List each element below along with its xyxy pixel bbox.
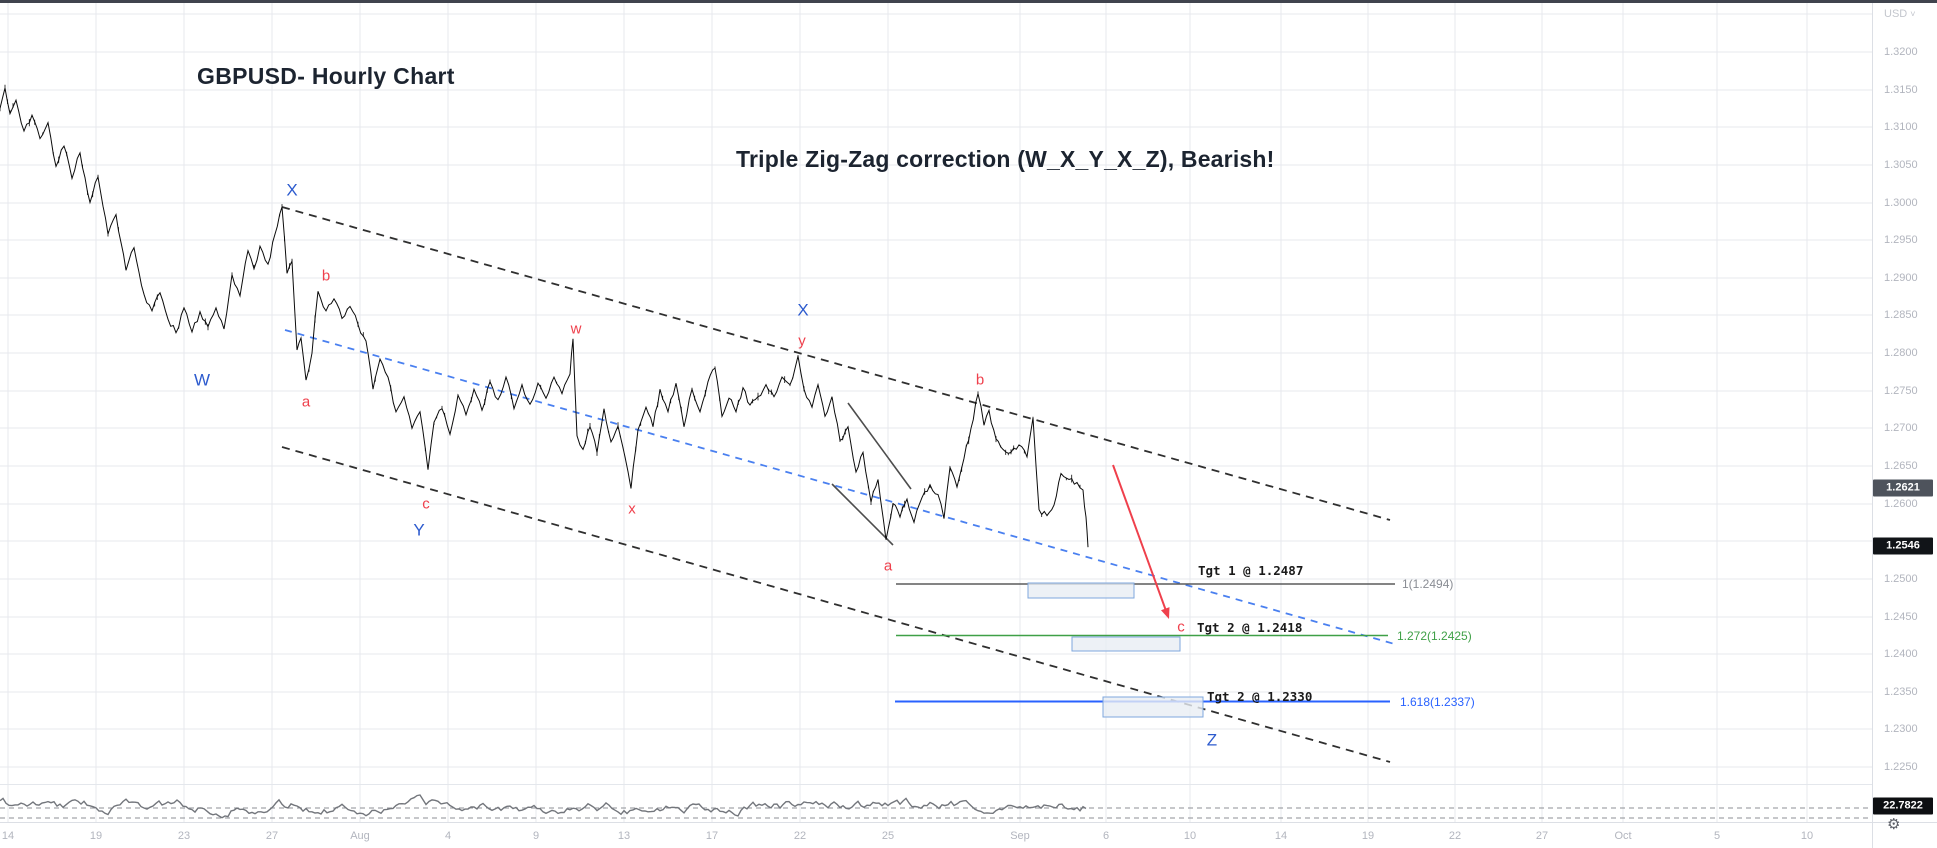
blue-guide-trendline[interactable] bbox=[284, 329, 1399, 646]
time-tick-label: 27 bbox=[1535, 830, 1549, 842]
time-axis-border bbox=[0, 822, 1937, 823]
wave-label-y[interactable]: y bbox=[798, 332, 806, 350]
target-zone-box[interactable] bbox=[1102, 696, 1204, 718]
price-series-wicks bbox=[0, 84, 1081, 519]
price-tick-label: 1.3000 bbox=[1884, 197, 1918, 209]
price-tick-label: 1.2450 bbox=[1884, 611, 1918, 623]
price-tick-label: 1.3150 bbox=[1884, 84, 1918, 96]
price-tick-label: 1.2250 bbox=[1884, 761, 1918, 773]
fib-level-label: 1.272(1.2425) bbox=[1397, 628, 1472, 643]
time-tick-label: 19 bbox=[89, 830, 103, 842]
target-zone-box[interactable] bbox=[1071, 636, 1181, 652]
time-tick-label: 22 bbox=[1448, 830, 1462, 842]
price-tick-label: 1.2300 bbox=[1884, 723, 1918, 735]
price-badge: 1.2621 bbox=[1873, 479, 1933, 497]
wave-label-a[interactable]: a bbox=[301, 393, 311, 411]
target-label-1[interactable]: Tgt 1 @ 1.2487 bbox=[1198, 562, 1304, 578]
wave-label-z[interactable]: Z bbox=[1206, 730, 1218, 750]
price-tick-label: 1.3200 bbox=[1884, 46, 1918, 58]
fib-level-label: 1.618(1.2337) bbox=[1400, 694, 1475, 709]
time-tick-label: 14 bbox=[1274, 830, 1288, 842]
mini-channel-a-trendline[interactable] bbox=[847, 402, 912, 490]
wave-label-c[interactable]: c bbox=[1177, 618, 1185, 636]
price-tick-label: 1.2700 bbox=[1884, 422, 1918, 434]
time-tick-label: 27 bbox=[265, 830, 279, 842]
price-tick-label: 1.3100 bbox=[1884, 121, 1918, 133]
time-tick-label: 23 bbox=[177, 830, 191, 842]
wave-label-x[interactable]: x bbox=[628, 500, 636, 518]
mini-channel-b-trendline[interactable] bbox=[831, 483, 894, 546]
time-tick-label: Oct bbox=[1614, 830, 1632, 842]
price-tick-label: 1.2900 bbox=[1884, 272, 1918, 284]
time-tick-label: 5 bbox=[1713, 830, 1721, 842]
indicator-value-badge: 22.7822 bbox=[1873, 797, 1933, 815]
gear-icon[interactable]: ⚙ bbox=[1887, 816, 1901, 833]
wave-label-a[interactable]: a bbox=[883, 557, 893, 575]
window-top-strip bbox=[0, 0, 1937, 3]
indicator-line[interactable] bbox=[0, 794, 1087, 819]
time-tick-label: Aug bbox=[350, 830, 370, 842]
price-tick-label: 1.2650 bbox=[1884, 460, 1918, 472]
wave-label-b[interactable]: b bbox=[321, 267, 331, 285]
chart-annotation-text[interactable]: Triple Zig-Zag correction (W_X_Y_X_Z), B… bbox=[736, 146, 1275, 172]
price-tick-label: 1.2600 bbox=[1884, 498, 1918, 510]
time-tick-label: 19 bbox=[1361, 830, 1375, 842]
price-tick-label: 1.2800 bbox=[1884, 347, 1918, 359]
price-axis-border bbox=[1872, 0, 1873, 848]
fib-level-label: 1(1.2494) bbox=[1402, 577, 1454, 591]
price-tick-label: 1.3050 bbox=[1884, 159, 1918, 171]
price-tick-label: 1.2400 bbox=[1884, 648, 1918, 660]
price-tick-label: 1.2500 bbox=[1884, 573, 1918, 585]
wave-label-y[interactable]: Y bbox=[413, 520, 425, 540]
price-badge: 1.2546 bbox=[1873, 537, 1933, 555]
target-label-3[interactable]: Tgt 2 @ 1.2330 bbox=[1207, 688, 1313, 704]
price-series-line[interactable] bbox=[0, 87, 1089, 548]
price-tick-label: 1.2950 bbox=[1884, 234, 1918, 246]
target-zone-box[interactable] bbox=[1027, 582, 1135, 599]
time-tick-label: Sep bbox=[1010, 830, 1030, 842]
chevron-down-icon: ˅ bbox=[1910, 9, 1916, 19]
bearish-projection-arrow[interactable] bbox=[1112, 464, 1168, 614]
wave-label-w[interactable]: w bbox=[570, 320, 582, 338]
lower-channel-trendline[interactable] bbox=[281, 446, 1391, 763]
time-tick-label: 10 bbox=[1800, 830, 1814, 842]
wave-label-b[interactable]: b bbox=[975, 371, 985, 389]
price-tick-label: 1.2350 bbox=[1884, 686, 1918, 698]
wave-label-c[interactable]: c bbox=[422, 495, 430, 513]
price-tick-label: 1.2750 bbox=[1884, 385, 1918, 397]
arrow-head bbox=[1161, 607, 1170, 619]
price-tick-label: 1.2850 bbox=[1884, 309, 1918, 321]
upper-channel-trendline[interactable] bbox=[281, 206, 1391, 521]
target-label-2[interactable]: Tgt 2 @ 1.2418 bbox=[1197, 619, 1303, 635]
currency-dropdown[interactable]: USD ˅ bbox=[1884, 8, 1916, 20]
time-tick-label: 10 bbox=[1183, 830, 1197, 842]
chart-title[interactable]: GBPUSD- Hourly Chart bbox=[197, 63, 455, 89]
wave-label-x[interactable]: X bbox=[797, 300, 809, 320]
time-tick-label: 13 bbox=[617, 830, 631, 842]
time-tick-label: 6 bbox=[1102, 830, 1110, 842]
time-tick-label: 9 bbox=[532, 830, 540, 842]
time-tick-label: 25 bbox=[881, 830, 895, 842]
time-tick-label: 4 bbox=[444, 830, 452, 842]
time-tick-label: 17 bbox=[705, 830, 719, 842]
time-tick-label: 22 bbox=[793, 830, 807, 842]
wave-label-w[interactable]: W bbox=[193, 370, 211, 390]
time-tick-label: 14 bbox=[1, 830, 15, 842]
indicator-pane-separator[interactable] bbox=[0, 784, 1872, 785]
wave-label-x[interactable]: X bbox=[286, 180, 298, 200]
